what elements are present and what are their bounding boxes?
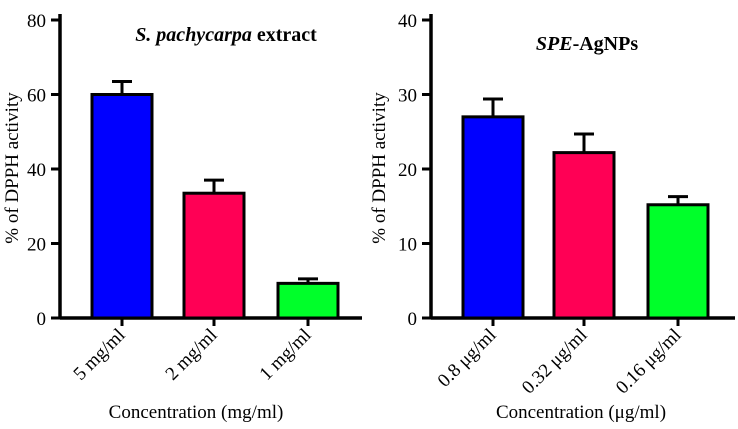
y-tick-label: 0 xyxy=(408,309,418,330)
y-axis-label: % of DPPH activity xyxy=(2,92,23,244)
x-axis-label: Concentration (mg/ml) xyxy=(109,402,284,423)
chart-title: SPE-AgNPs xyxy=(536,33,638,55)
y-tick-label: 20 xyxy=(27,235,46,256)
y-tick-label: 60 xyxy=(27,86,46,107)
chart-title-rest: -AgNPs xyxy=(573,33,639,55)
y-tick-label: 40 xyxy=(27,160,46,181)
x-tick-label: 1 mg/ml xyxy=(256,325,316,385)
y-tick-label: 30 xyxy=(398,86,417,107)
x-tick-label: 5 mg/ml xyxy=(70,325,130,385)
chart-panel-agnps: 0 10 20 30 40 0.8 μg/ml 0.32 μg/ml 0.16 μg/ml SP… xyxy=(369,11,735,423)
x-tick-label: 2 mg/ml xyxy=(162,325,222,385)
bar-1 xyxy=(461,115,525,320)
bar-3 xyxy=(646,203,710,320)
x-tick-label: 0.8 μg/ml xyxy=(434,325,501,392)
y-axis-label: % of DPPH activity xyxy=(369,92,390,244)
y-tick-label: 20 xyxy=(398,160,417,181)
y-tick-label: 10 xyxy=(398,235,417,256)
chart-title-italic: SPE xyxy=(536,33,573,55)
y-tick-label: 80 xyxy=(27,11,46,32)
bar-3 xyxy=(276,281,340,320)
chart-panel-extract: 0 20 40 60 80 5 mg/ml 2 mg/ml 1 mg/ml S. pachyca… xyxy=(2,11,362,423)
x-tick-label: 0.32 μg/ml xyxy=(518,325,592,399)
x-tick-label: 0.16 μg/ml xyxy=(612,325,686,399)
bar-2 xyxy=(182,191,246,320)
bar-1 xyxy=(90,93,154,320)
y-tick-label: 0 xyxy=(37,309,47,330)
bar-2 xyxy=(552,151,616,320)
chart-title-rest: extract xyxy=(252,24,317,46)
chart-title-italic: S. pachycarpa xyxy=(135,24,252,46)
chart-title: S. pachycarpa extract xyxy=(135,24,317,46)
x-axis-label: Concentration (μg/ml) xyxy=(496,402,666,423)
y-tick-label: 40 xyxy=(398,11,417,32)
